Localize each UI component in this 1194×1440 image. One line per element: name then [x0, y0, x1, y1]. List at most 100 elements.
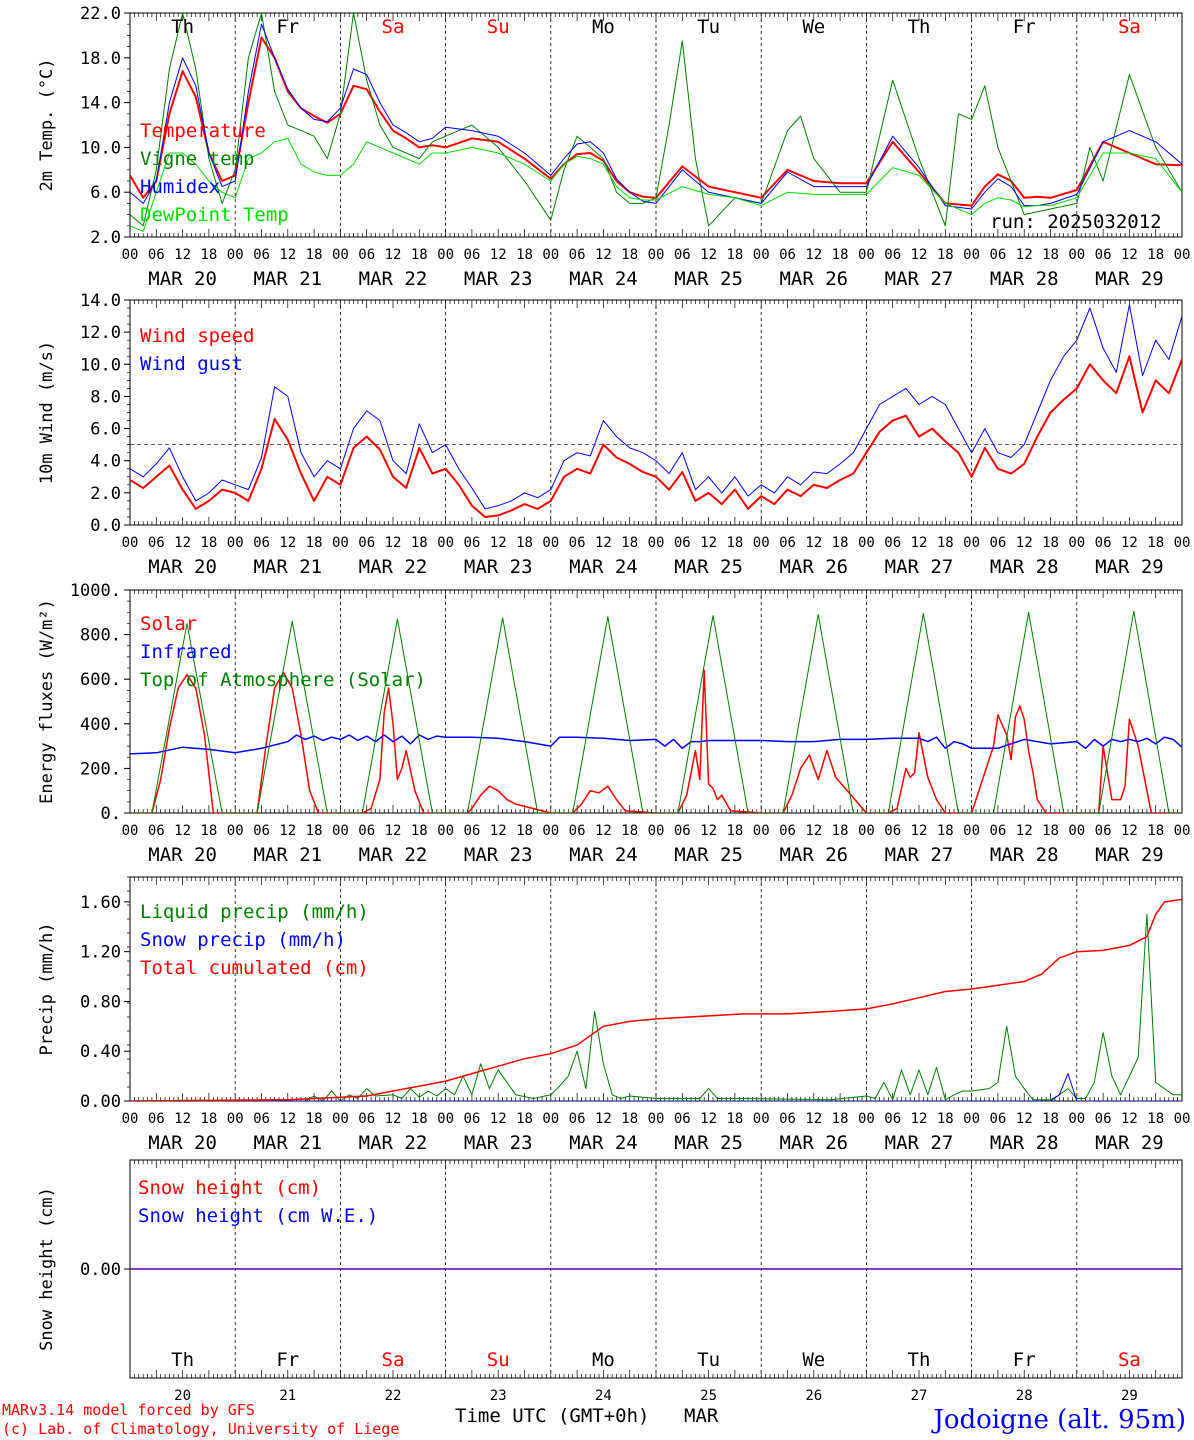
hour-tick-label: 12 — [805, 247, 822, 263]
hour-tick-label: 00 — [437, 1111, 454, 1127]
hour-tick-label: 00 — [858, 535, 875, 551]
x-axis-title: Time UTC (GMT+0h) — [455, 1405, 649, 1427]
hour-tick-label: 00 — [227, 247, 244, 263]
weekday-label: Tu — [697, 16, 720, 38]
weekday-label: Tu — [697, 1349, 720, 1371]
hour-tick-label: 00 — [227, 1111, 244, 1127]
hour-tick-label: 18 — [726, 535, 743, 551]
y-tick-label: 0.80 — [80, 992, 121, 1012]
hour-tick-label: 00 — [963, 1111, 980, 1127]
hour-tick-label: 06 — [358, 1111, 375, 1127]
hour-tick-label: 00 — [1174, 535, 1191, 551]
y-tick-label: 2.0 — [90, 228, 121, 248]
date-label: MAR 25 — [674, 844, 743, 866]
legend-entry: Wind speed — [140, 325, 254, 347]
series-line-vigne-temp — [130, 13, 1182, 227]
hour-tick-label: 06 — [884, 1111, 901, 1127]
day-number-label: 26 — [805, 1388, 822, 1404]
hour-tick-label: 18 — [306, 823, 323, 839]
y-axis-label: Energy fluxes (W/m²) — [37, 599, 57, 804]
date-label: MAR 26 — [779, 268, 848, 290]
legend-entry: Solar — [140, 613, 197, 635]
hour-tick-label: 00 — [332, 535, 349, 551]
hour-tick-label: 18 — [726, 1111, 743, 1127]
hour-tick-label: 18 — [306, 535, 323, 551]
date-label: MAR 21 — [253, 1132, 322, 1154]
day-number-label: 29 — [1121, 1388, 1138, 1404]
hour-tick-label: 06 — [989, 535, 1006, 551]
weekday-label: Th — [171, 1349, 194, 1371]
hour-tick-label: 06 — [779, 823, 796, 839]
weekday-label: Th — [171, 16, 194, 38]
hour-tick-label: 18 — [200, 823, 217, 839]
weekday-label: Su — [487, 1349, 510, 1371]
hour-ticks — [129, 1160, 1183, 1378]
weekday-label: Mo — [592, 1349, 615, 1371]
hour-tick-label: 12 — [805, 823, 822, 839]
date-label: MAR 28 — [990, 844, 1059, 866]
hour-tick-label: 00 — [1174, 1111, 1191, 1127]
hour-tick-label: 12 — [1016, 1111, 1033, 1127]
y-axis-label: Snow height (cm) — [37, 1187, 57, 1351]
hour-tick-label: 00 — [332, 247, 349, 263]
hour-tick-label: 18 — [832, 823, 849, 839]
weekday-label: Mo — [592, 16, 615, 38]
y-tick-label: 6.0 — [90, 420, 121, 440]
date-label: MAR 29 — [1095, 844, 1164, 866]
legend-entry: Snow height (cm W.E.) — [138, 1205, 378, 1227]
y-minor-ticks — [127, 299, 130, 526]
hour-tick-label: 18 — [200, 1111, 217, 1127]
hour-tick-label: 06 — [779, 247, 796, 263]
hour-tick-label: 12 — [700, 1111, 717, 1127]
weekday-label: We — [802, 16, 825, 38]
hour-tick-label: 12 — [1121, 247, 1138, 263]
day-number-label: 20 — [174, 1388, 191, 1404]
hour-tick-label: 00 — [648, 247, 665, 263]
hour-tick-label: 12 — [279, 1111, 296, 1127]
hour-tick-label: 12 — [490, 247, 507, 263]
hour-tick-label: 12 — [700, 535, 717, 551]
hour-tick-label: 12 — [595, 535, 612, 551]
date-label: MAR 24 — [569, 1132, 638, 1154]
date-label: MAR 21 — [253, 556, 322, 578]
hour-tick-label: 18 — [1147, 1111, 1164, 1127]
date-label: MAR 26 — [779, 556, 848, 578]
hour-tick-label: 06 — [674, 247, 691, 263]
date-label: MAR 22 — [359, 268, 428, 290]
y-tick-label: 18.0 — [80, 49, 121, 69]
y-tick-label: 6.0 — [90, 183, 121, 203]
date-label: MAR 22 — [359, 556, 428, 578]
hour-ticks — [129, 590, 1183, 813]
hour-tick-label: 00 — [963, 823, 980, 839]
hour-tick-label: 06 — [253, 1111, 270, 1127]
hour-tick-label: 18 — [306, 1111, 323, 1127]
hour-tick-label: 00 — [648, 1111, 665, 1127]
y-tick-label: 14.0 — [80, 291, 121, 311]
date-label: MAR 27 — [885, 268, 954, 290]
y-tick-label: 0.0 — [90, 516, 121, 536]
hour-tick-label: 18 — [832, 535, 849, 551]
hour-tick-label: 06 — [358, 535, 375, 551]
hour-tick-label: 06 — [569, 535, 586, 551]
hour-tick-label: 12 — [174, 247, 191, 263]
date-label: MAR 28 — [990, 1132, 1059, 1154]
hour-tick-label: 12 — [911, 247, 928, 263]
y-tick-label: 1.60 — [80, 893, 121, 913]
hour-tick-label: 18 — [516, 1111, 533, 1127]
hour-tick-label: 18 — [621, 535, 638, 551]
date-label: MAR 23 — [464, 844, 533, 866]
hour-tick-label: 12 — [911, 1111, 928, 1127]
weekday-label: Sa — [1118, 16, 1141, 38]
hour-tick-label: 06 — [674, 823, 691, 839]
date-label: MAR 20 — [148, 844, 217, 866]
hour-tick-label: 00 — [1068, 535, 1085, 551]
y-tick-label: 10.0 — [80, 355, 121, 375]
panel-frame — [129, 299, 1183, 526]
date-label: MAR 23 — [464, 556, 533, 578]
weekday-label: Sa — [1118, 1349, 1141, 1371]
hour-tick-label: 00 — [227, 823, 244, 839]
legend-entry: Snow precip (mm/h) — [140, 929, 346, 951]
date-label: MAR 24 — [569, 844, 638, 866]
hour-tick-label: 18 — [1147, 247, 1164, 263]
